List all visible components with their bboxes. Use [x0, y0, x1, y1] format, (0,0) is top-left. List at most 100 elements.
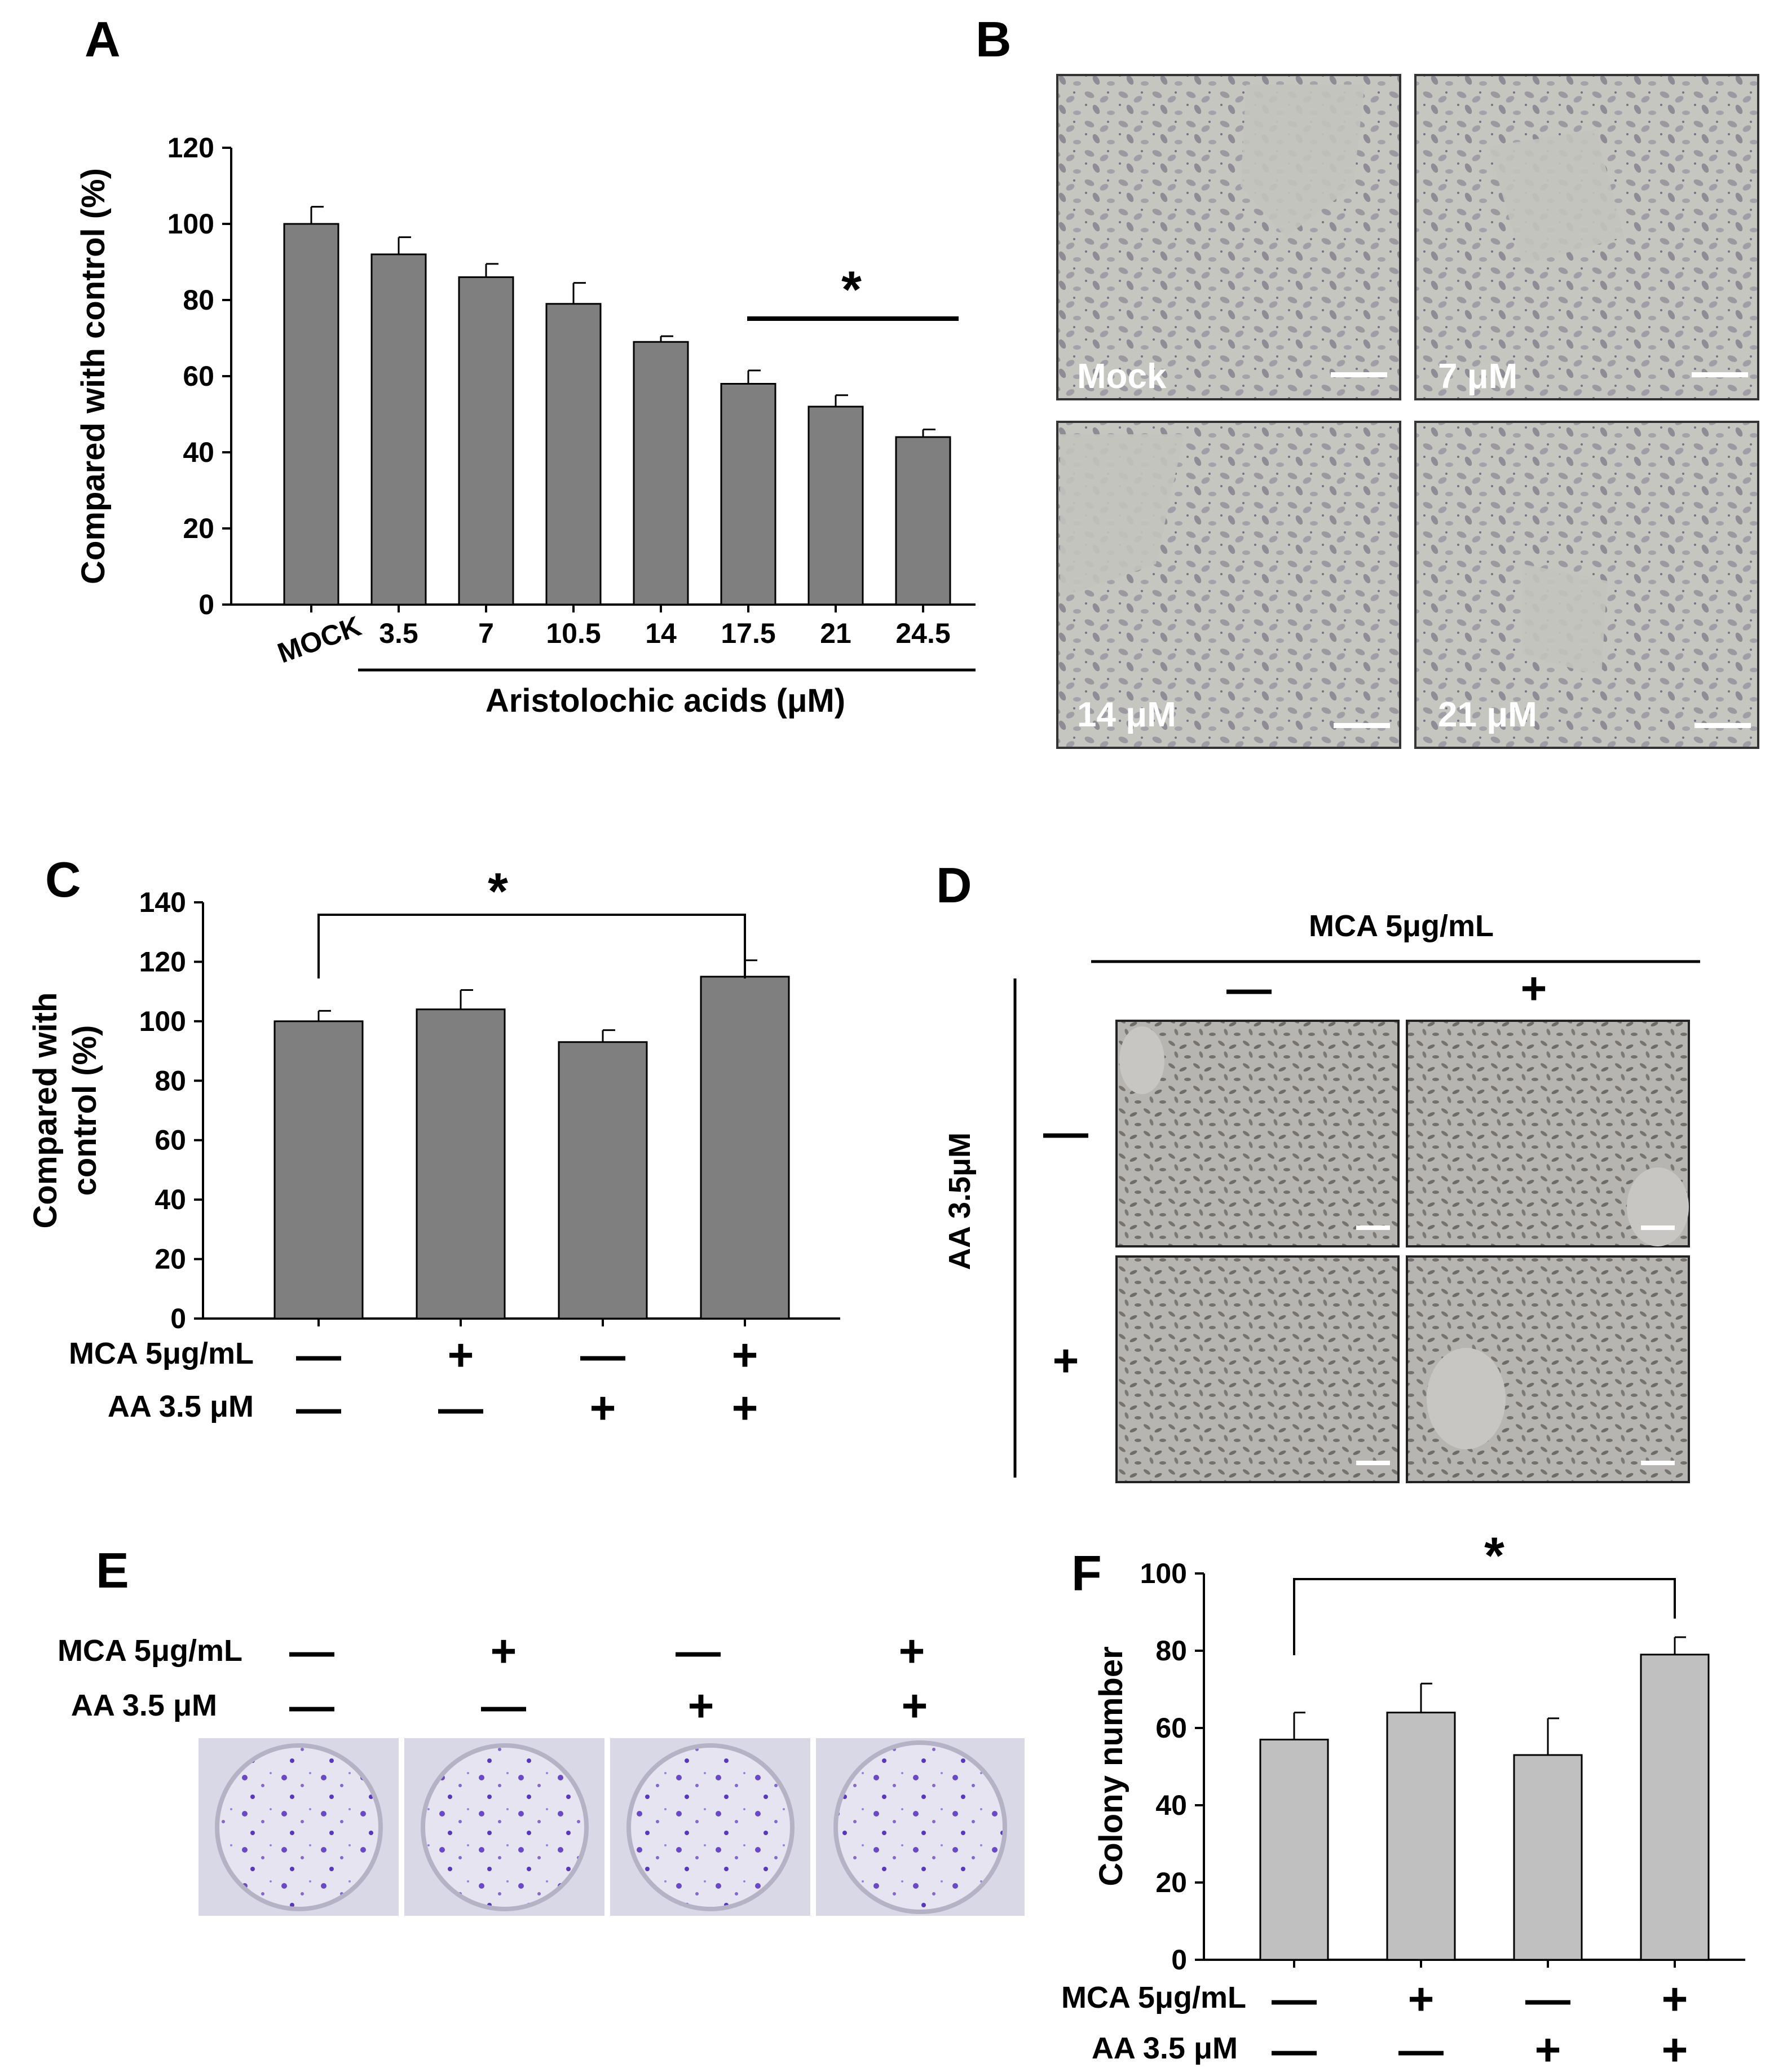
panel-d-top-label: MCA 5μg/mL: [1309, 909, 1494, 943]
scale-bar: [1694, 723, 1751, 728]
condition-sign: —: [1272, 1974, 1317, 2024]
condition-sign: +: [732, 1330, 758, 1380]
bar: [633, 341, 689, 606]
x-tick-label: 24.5: [895, 618, 950, 649]
condition-sign: +: [1408, 1974, 1435, 2024]
condition-sign: +: [448, 1330, 474, 1380]
bar: [273, 1020, 364, 1320]
significance-bracket: [1293, 1578, 1676, 1655]
cell-free-area: [1119, 1026, 1164, 1094]
bar: [458, 276, 514, 606]
x-tick-label: 3.5: [379, 618, 418, 649]
condition-label: AA 3.5 μM: [71, 1689, 217, 1722]
condition-sign: +: [1535, 2025, 1561, 2072]
panel-label-b: B: [976, 11, 1012, 67]
condition-sign: +: [688, 1681, 714, 1731]
y-tick-label: 80: [155, 1065, 186, 1096]
micrograph-grid-d: MCA 5μg/mL — + AA 3.5μM — +: [943, 909, 1700, 1483]
culture-dish: [215, 1743, 383, 1911]
significance-bracket: [317, 914, 746, 978]
scale-bar: [1334, 723, 1390, 728]
bar: [1513, 1754, 1583, 1961]
micrograph-grid-b: Mock 7 μM 14 μM 21 μM: [1056, 74, 1759, 749]
scale-bar: [1331, 372, 1387, 377]
panel-label-c: C: [45, 852, 81, 907]
y-tick-label: 0: [198, 589, 214, 620]
condition-sign: +: [590, 1383, 616, 1433]
bar: [807, 405, 864, 606]
bar: [1640, 1654, 1710, 1961]
panel-d-col-sign: +: [1521, 963, 1547, 1013]
y-tick-label: 20: [183, 513, 214, 544]
condition-label: AA 3.5 μM: [1092, 2031, 1238, 2065]
cell-free-area: [1427, 1348, 1506, 1449]
bar: [283, 223, 339, 606]
y-tick-label: 40: [155, 1184, 186, 1215]
condition-sign: —: [289, 1626, 334, 1676]
x-tick-label: 14: [645, 618, 677, 649]
y-axis-label: Compared with control (%): [75, 168, 112, 584]
bar: [1386, 1712, 1456, 1961]
bar: [700, 976, 790, 1320]
condition-sign: +: [491, 1626, 517, 1676]
cell-free-area: [1523, 564, 1607, 677]
scale-bar: [1692, 372, 1748, 377]
condition-sign: +: [1662, 2025, 1688, 2072]
significance-star: *: [841, 261, 862, 319]
condition-sign: —: [1398, 2025, 1444, 2072]
x-tick-label: 21: [820, 618, 851, 649]
scale-bar: [1356, 1461, 1390, 1465]
y-axis-label: control (%): [67, 1025, 103, 1196]
condition-sign: —: [481, 1681, 526, 1731]
condition-sign: —: [580, 1330, 625, 1380]
bar: [545, 303, 602, 606]
condition-sign: —: [296, 1383, 341, 1433]
bar: [416, 1008, 506, 1320]
cell-free-area: [1060, 434, 1184, 598]
micrograph-label: 7 μM: [1438, 357, 1517, 396]
panel-label-d: D: [936, 857, 972, 913]
x-axis-label: Aristolochic acids (μM): [486, 682, 845, 719]
cell-free-area: [1489, 130, 1624, 265]
bar: [1259, 1739, 1329, 1961]
y-tick-label: 60: [183, 360, 214, 392]
bar: [895, 436, 951, 606]
significance-star: *: [488, 863, 508, 920]
bar: [720, 383, 776, 606]
condition-label: AA 3.5 μM: [108, 1390, 254, 1423]
condition-sign: —: [289, 1681, 334, 1731]
culture-dish: [626, 1743, 795, 1911]
colony-dishes-e: MCA 5μg/mL AA 3.5 μM — + — + — — + +: [58, 1626, 1025, 1916]
panel-d-row-sign: —: [1043, 1107, 1088, 1157]
chart-a: 0 20 40 60 80 100 120 Compared with control (%)…: [75, 132, 976, 719]
y-tick-label: 80: [1155, 1635, 1187, 1667]
panel-label-e: E: [96, 1542, 129, 1598]
condition-sign: +: [899, 1626, 925, 1676]
condition-sign: —: [676, 1626, 721, 1676]
y-tick-label: 100: [167, 208, 214, 240]
significance-star: *: [1484, 1527, 1504, 1585]
y-tick-label: 0: [1171, 1944, 1187, 1976]
y-axis-label: Compared with: [27, 993, 64, 1229]
condition-label: MCA 5μg/mL: [1061, 1981, 1246, 2014]
chart-c: 0 20 40 60 80 100 120 140 Compared with control (…: [27, 863, 840, 1433]
y-tick-label: 100: [1140, 1558, 1187, 1589]
micrograph-label: 21 μM: [1438, 695, 1537, 734]
cell-free-area: [1241, 85, 1365, 237]
scale-bar: [1641, 1461, 1675, 1465]
condition-sign: —: [1272, 2025, 1317, 2072]
condition-sign: +: [732, 1383, 758, 1433]
scale-bar: [1641, 1225, 1675, 1230]
condition-label: MCA 5μg/mL: [69, 1337, 254, 1370]
y-tick-label: 0: [170, 1303, 186, 1334]
micrograph-label: 14 μM: [1077, 695, 1176, 734]
panel-d-row-sign: +: [1053, 1335, 1079, 1386]
x-tick-label: 17.5: [721, 618, 775, 649]
condition-label: MCA 5μg/mL: [58, 1634, 242, 1668]
micrograph-d: [1115, 1255, 1400, 1483]
bar: [558, 1041, 648, 1320]
y-tick-label: 80: [183, 284, 214, 316]
panel-label-f: F: [1071, 1545, 1102, 1601]
y-tick-label: 20: [155, 1244, 186, 1275]
